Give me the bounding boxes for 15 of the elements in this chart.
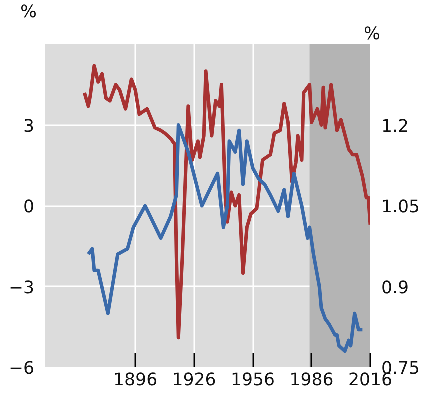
y-tick-label: 0 — [23, 198, 35, 218]
y2-tick-label: 1.2 — [382, 116, 410, 137]
y-tick-label: −3 — [8, 278, 35, 298]
x-tick-label: 1896 — [114, 370, 158, 390]
y-tick-label: −6 — [8, 359, 35, 379]
line-series — [86, 124, 364, 354]
y2-axis-title: % — [364, 24, 381, 44]
line-series — [82, 64, 370, 340]
y2-tick-label: 0.9 — [382, 278, 410, 298]
y-tick-label: 3 — [23, 116, 35, 137]
y2-tick-label: 1.05 — [382, 198, 420, 218]
x-tick-label: 1956 — [230, 370, 276, 390]
x-tick-label: 1986 — [290, 370, 334, 390]
y-axis-title: % — [20, 2, 37, 22]
x-tick-label: 1926 — [172, 370, 216, 390]
